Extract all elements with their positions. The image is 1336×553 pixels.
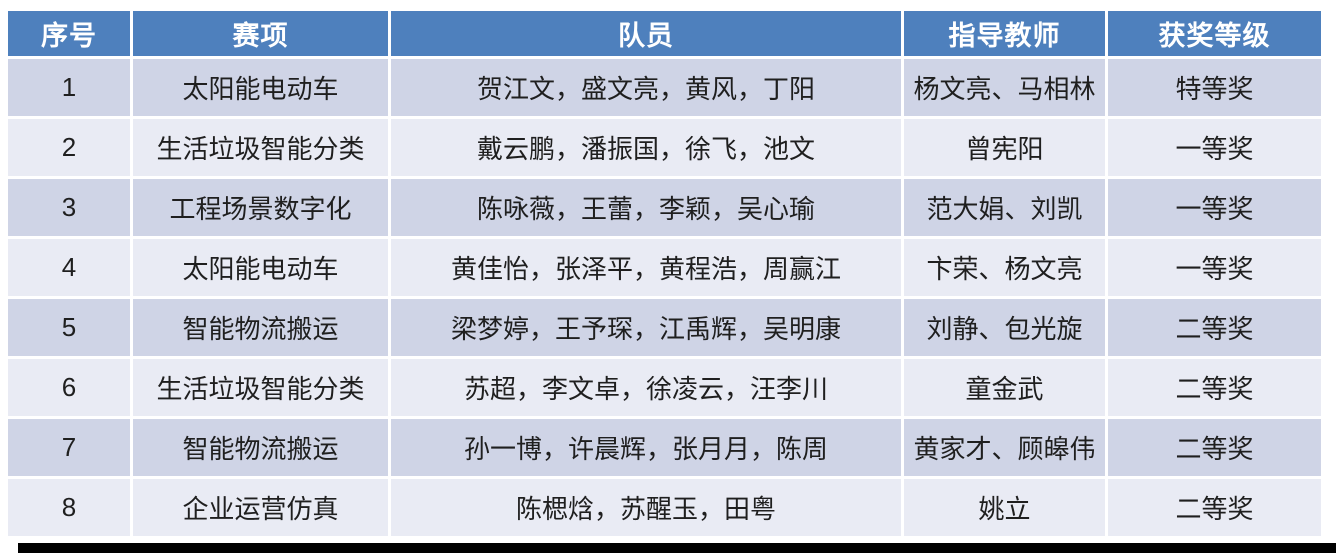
cell-event: 太阳能电动车 [130, 236, 391, 299]
cell-members: 苏超，李文卓，徐凌云，汪李川 [388, 356, 904, 419]
cell-index: 7 [5, 416, 133, 479]
cell-event: 生活垃圾智能分类 [130, 356, 391, 419]
column-header-teachers: 指导教师 [901, 8, 1108, 59]
table-row: 4 太阳能电动车 黄佳怡，张泽平，黄程浩，周赢江 卞荣、杨文亮 一等奖 [5, 236, 1324, 299]
cell-members: 陈咏薇，王蕾，李颖，吴心瑜 [388, 176, 904, 239]
table-row: 7 智能物流搬运 孙一博，许晨辉，张月月，陈周 黄家才、顾皞伟 二等奖 [5, 416, 1324, 479]
cell-award: 二等奖 [1105, 416, 1324, 479]
cell-teachers: 姚立 [901, 476, 1108, 539]
cell-index: 1 [5, 56, 133, 119]
cell-award: 特等奖 [1105, 56, 1324, 119]
table-row: 1 太阳能电动车 贺江文，盛文亮，黄风，丁阳 杨文亮、马相林 特等奖 [5, 56, 1324, 119]
cell-event: 智能物流搬运 [130, 296, 391, 359]
header-row: 序号 赛项 队员 指导教师 获奖等级 [5, 8, 1324, 59]
cell-index: 4 [5, 236, 133, 299]
cell-index: 5 [5, 296, 133, 359]
table-row: 6 生活垃圾智能分类 苏超，李文卓，徐凌云，汪李川 童金武 二等奖 [5, 356, 1324, 419]
cell-event: 工程场景数字化 [130, 176, 391, 239]
cell-award: 一等奖 [1105, 236, 1324, 299]
cell-members: 贺江文，盛文亮，黄风，丁阳 [388, 56, 904, 119]
cell-index: 6 [5, 356, 133, 419]
cell-award: 二等奖 [1105, 356, 1324, 419]
cell-index: 3 [5, 176, 133, 239]
table-row: 8 企业运营仿真 陈楒焓，苏醒玉，田粤 姚立 二等奖 [5, 476, 1324, 539]
cell-teachers: 童金武 [901, 356, 1108, 419]
cell-event: 太阳能电动车 [130, 56, 391, 119]
cell-index: 2 [5, 116, 133, 179]
cell-teachers: 范大娟、刘凯 [901, 176, 1108, 239]
cell-teachers: 黄家才、顾皞伟 [901, 416, 1108, 479]
table-row: 2 生活垃圾智能分类 戴云鹏，潘振国，徐飞，池文 曾宪阳 一等奖 [5, 116, 1324, 179]
cell-award: 一等奖 [1105, 176, 1324, 239]
table-body: 1 太阳能电动车 贺江文，盛文亮，黄风，丁阳 杨文亮、马相林 特等奖 2 生活垃圾智能分类戴… [5, 56, 1324, 539]
cell-members: 黄佳怡，张泽平，黄程浩，周赢江 [388, 236, 904, 299]
column-header-event: 赛项 [130, 8, 391, 59]
cell-teachers: 杨文亮、马相林 [901, 56, 1108, 119]
cell-teachers: 曾宪阳 [901, 116, 1108, 179]
cell-award: 一等奖 [1105, 116, 1324, 179]
cell-teachers: 刘静、包光旋 [901, 296, 1108, 359]
cell-members: 孙一博，许晨辉，张月月，陈周 [388, 416, 904, 479]
column-header-index: 序号 [5, 8, 133, 59]
column-header-members: 队员 [388, 8, 904, 59]
award-table: 序号 赛项 队员 指导教师 获奖等级 1 太阳能电动车 贺江文，盛文亮，黄风，丁阳 杨文亮、马… [5, 8, 1324, 539]
table-row: 3 工程场景数字化 陈咏薇，王蕾，李颖，吴心瑜 范大娟、刘凯 一等奖 [5, 176, 1324, 239]
cell-event: 生活垃圾智能分类 [130, 116, 391, 179]
bottom-edge-bar [18, 543, 1336, 553]
cell-index: 8 [5, 476, 133, 539]
cell-teachers: 卞荣、杨文亮 [901, 236, 1108, 299]
cell-members: 陈楒焓，苏醒玉，田粤 [388, 476, 904, 539]
cell-event: 智能物流搬运 [130, 416, 391, 479]
table-row: 5 智能物流搬运 梁梦婷，王予琛，江禹辉，吴明康 刘静、包光旋 二等奖 [5, 296, 1324, 359]
cell-event: 企业运营仿真 [130, 476, 391, 539]
cell-members: 戴云鹏，潘振国，徐飞，池文 [388, 116, 904, 179]
cell-members: 梁梦婷，王予琛，江禹辉，吴明康 [388, 296, 904, 359]
cell-award: 二等奖 [1105, 296, 1324, 359]
column-header-award: 获奖等级 [1105, 8, 1324, 59]
cell-award: 二等奖 [1105, 476, 1324, 539]
